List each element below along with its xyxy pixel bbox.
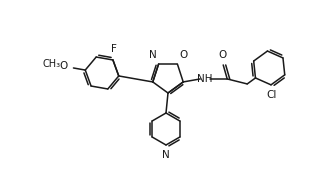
Text: CH₃: CH₃ — [43, 59, 61, 69]
Text: F: F — [111, 44, 117, 54]
Text: NH: NH — [197, 74, 213, 84]
Text: N: N — [149, 50, 157, 60]
Text: N: N — [162, 150, 170, 160]
Text: O: O — [218, 50, 226, 60]
Text: O: O — [180, 50, 188, 60]
Text: O: O — [59, 61, 68, 71]
Text: Cl: Cl — [267, 90, 277, 100]
